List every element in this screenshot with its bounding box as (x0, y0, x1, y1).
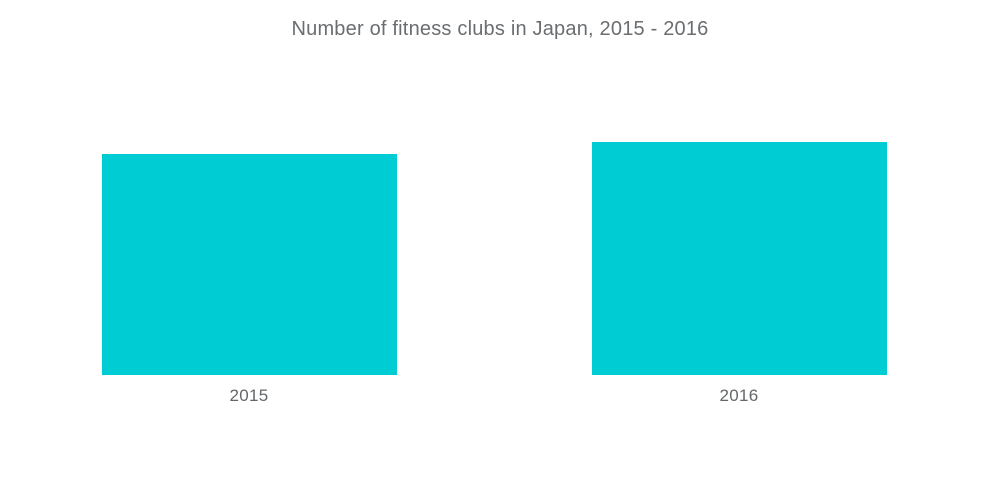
chart-title: Number of fitness clubs in Japan, 2015 -… (291, 18, 709, 40)
bar-2015 (101, 154, 397, 375)
x-axis-label-2016: 2016 (719, 386, 759, 405)
bar-2016 (591, 142, 887, 375)
x-axis-label-2015: 2015 (229, 386, 269, 405)
